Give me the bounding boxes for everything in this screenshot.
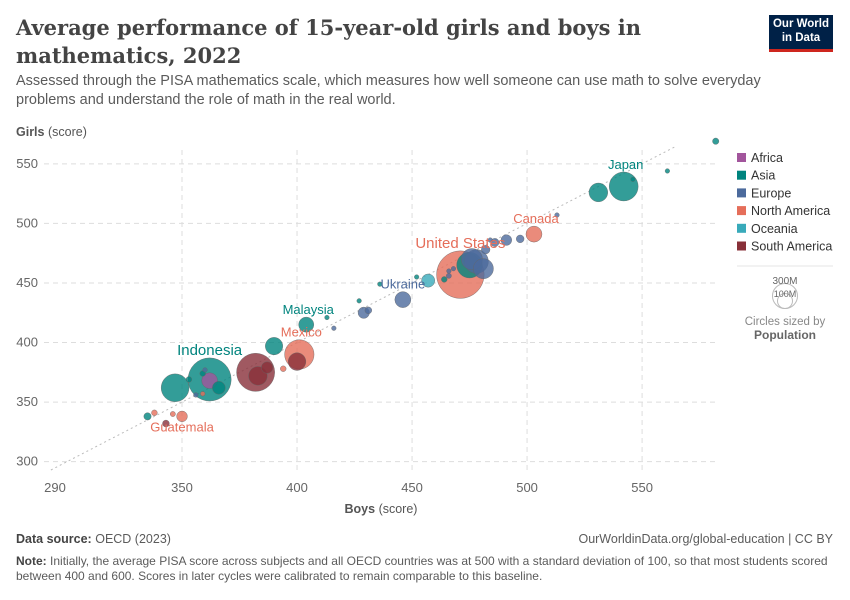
data-point <box>331 325 337 331</box>
data-point <box>356 298 362 304</box>
data-point <box>170 411 176 417</box>
legend-swatch <box>737 206 746 216</box>
logo-line1: Our World <box>772 18 829 30</box>
data-point <box>324 315 330 321</box>
data-point <box>162 419 170 428</box>
data-point <box>516 234 525 243</box>
legend-swatch <box>737 241 746 251</box>
scatter-plot: 290 350 400 450 500 550 300 350 400 450 500 550 Girl… <box>16 125 833 516</box>
footnote: Note: Initially, the average PISA score … <box>16 554 836 584</box>
data-point <box>185 376 193 383</box>
x-tick-label: 290 <box>44 480 66 495</box>
data-point <box>394 291 412 308</box>
legend-label: North America <box>751 204 830 218</box>
x-tick-label: 450 <box>401 480 423 495</box>
y-tick-label: 450 <box>16 275 38 290</box>
data-point <box>288 352 307 371</box>
data-point <box>525 225 543 243</box>
data-point <box>487 237 493 243</box>
point-label: Japan <box>608 157 643 172</box>
data-point <box>176 410 188 422</box>
data-point <box>364 306 372 315</box>
data-point <box>609 171 639 202</box>
logo-line2: in Data <box>781 32 821 44</box>
data-point <box>377 281 383 287</box>
data-point <box>664 168 670 174</box>
y-tick-label: 400 <box>16 335 38 350</box>
data-point <box>441 276 448 283</box>
data-point <box>265 337 283 356</box>
size-legend-caption: Circles sized by <box>745 316 826 328</box>
legend-label: Europe <box>751 186 791 200</box>
point-label: Mexico <box>281 325 322 340</box>
size-legend-small-label: 100M <box>774 289 797 299</box>
data-point <box>200 391 206 397</box>
size-legend-variable: Population <box>754 328 816 342</box>
data-point <box>414 274 420 280</box>
legend-label: Asia <box>751 169 775 183</box>
source-link[interactable]: OECD (2023) <box>95 532 171 546</box>
data-point <box>151 409 158 416</box>
x-tick-label: 400 <box>286 480 308 495</box>
owid-url[interactable]: OurWorldinData.org/global-education | CC… <box>578 532 833 546</box>
chart-subtitle: Assessed through the PISA mathematics sc… <box>16 73 761 108</box>
data-point <box>588 182 608 202</box>
data-point <box>446 268 452 274</box>
point-label: Indonesia <box>177 342 243 359</box>
y-tick-label: 350 <box>16 394 38 409</box>
data-point <box>421 273 435 288</box>
source-label: Data source: <box>16 532 92 546</box>
data-point <box>473 258 494 279</box>
point-label: United States <box>415 235 505 252</box>
point-label: Guatemala <box>150 419 214 434</box>
size-legend-small-circle <box>777 293 793 309</box>
data-point <box>298 316 315 333</box>
data-point <box>481 245 491 255</box>
x-tick-label: 350 <box>171 480 193 495</box>
data-point <box>450 266 456 272</box>
point-label: Ukraine <box>380 277 425 292</box>
data-point <box>554 212 560 218</box>
legend-label: Oceania <box>751 222 798 236</box>
data-point <box>212 381 226 395</box>
y-tick-label: 300 <box>16 454 38 469</box>
data-point <box>630 176 636 182</box>
size-legend-big-label: 300M <box>772 276 797 287</box>
data-point <box>280 365 287 372</box>
data-point <box>160 373 190 402</box>
data-point <box>500 234 512 246</box>
legend-label: Africa <box>751 151 783 165</box>
chart-title: Average performance of 15-year-old girls… <box>16 15 641 68</box>
x-tick-label: 500 <box>516 480 538 495</box>
legend-swatch <box>737 188 746 198</box>
legend-swatch <box>737 170 746 180</box>
data-point <box>202 367 208 373</box>
legend-label: South America <box>751 240 832 254</box>
y-tick-label: 500 <box>16 215 38 230</box>
legend-swatch <box>737 223 746 233</box>
data-source: Data source: OECD (2023) <box>16 532 171 546</box>
y-tick-label: 550 <box>16 156 38 171</box>
x-tick-label: 550 <box>631 480 653 495</box>
y-axis-label: Girls (score) <box>16 125 87 139</box>
point-label: Malaysia <box>283 302 335 317</box>
x-axis-label: Boys (score) <box>345 502 418 516</box>
data-point <box>446 273 452 279</box>
owid-logo[interactable]: Our World in Data <box>769 15 833 52</box>
point-label: Canada <box>513 211 559 226</box>
data-point <box>261 361 274 374</box>
data-point <box>143 412 152 421</box>
data-point <box>193 392 199 398</box>
legend-swatch <box>737 153 746 162</box>
note-label: Note: <box>16 554 47 568</box>
note-text: Initially, the average PISA score across… <box>16 554 828 583</box>
data-point <box>712 137 720 145</box>
